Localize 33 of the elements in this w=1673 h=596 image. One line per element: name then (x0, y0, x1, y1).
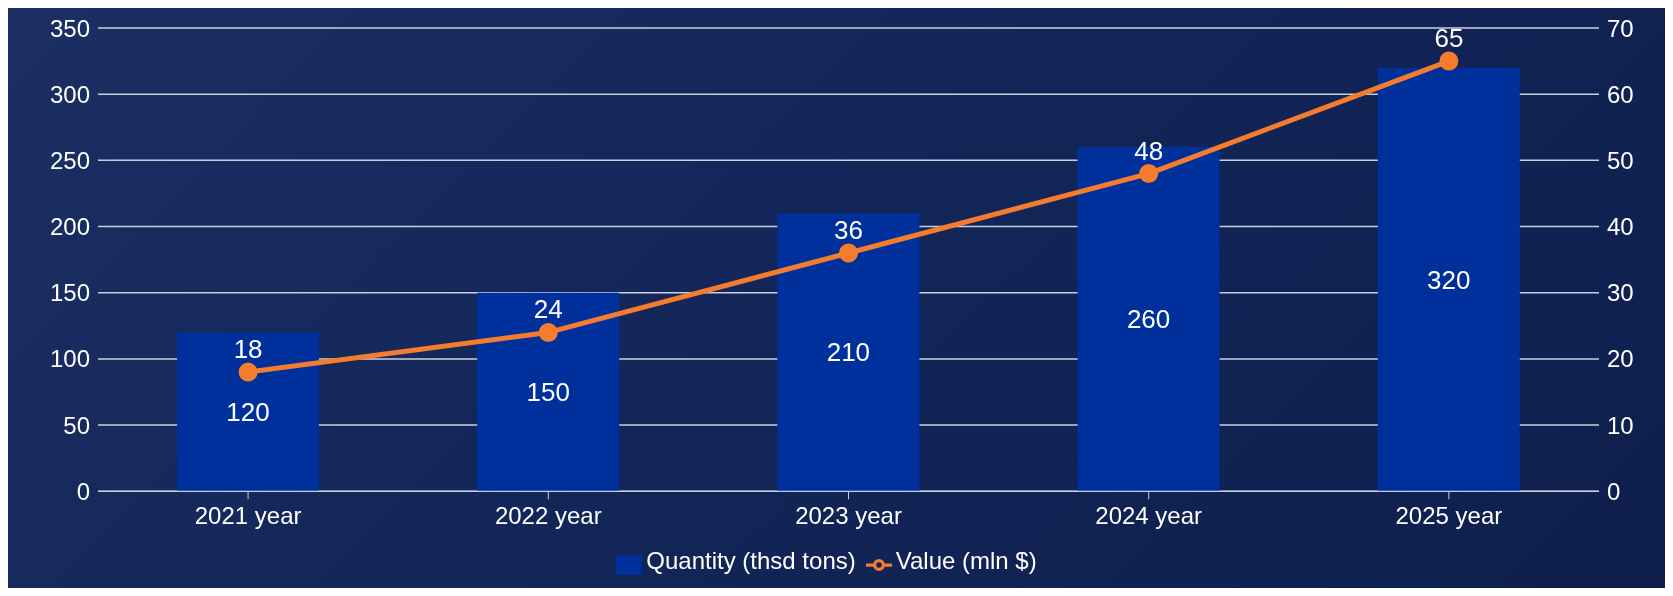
data-label: 150 (526, 377, 570, 408)
y2-tick-label: 50 (1607, 146, 1634, 174)
y2-tick-label: 0 (1607, 477, 1621, 505)
y-tick-label: 100 (49, 345, 90, 373)
y-tick-label: 300 (49, 80, 90, 108)
y2-tick-label: 10 (1607, 411, 1634, 439)
data-label: 210 (826, 337, 871, 368)
data-label: 320 (1427, 264, 1471, 295)
data-label: 65 (1434, 23, 1464, 54)
y2-tick-label: 40 (1607, 213, 1634, 241)
data-label: 24 (533, 294, 563, 325)
legend-label: Quantity (thsd tons) (646, 547, 856, 575)
data-label: 260 (1126, 304, 1171, 335)
data-label: 36 (834, 215, 863, 245)
x-tick-label: 2025 year (1395, 502, 1503, 530)
y2-tick-label: 30 (1607, 279, 1634, 307)
y-tick-label: 350 (49, 14, 90, 42)
data-label: 120 (226, 397, 270, 428)
x-tick-label: 2023 year (795, 502, 902, 530)
y-tick-label: 150 (49, 279, 90, 307)
y-tick-label: 200 (49, 213, 90, 241)
y-tick-label: 50 (63, 411, 90, 439)
x-tick-label: 2021 year (194, 502, 302, 530)
x-tick-label: 2022 year (494, 502, 602, 530)
y-tick-label: 250 (49, 146, 90, 174)
data-label: 18 (233, 334, 263, 365)
y2-tick-label: 70 (1607, 14, 1634, 42)
y2-tick-label: 60 (1607, 80, 1634, 108)
y-tick-label: 0 (76, 477, 90, 505)
data-label: 48 (1134, 135, 1164, 166)
x-tick-label: 2024 year (1095, 502, 1203, 530)
legend-label: Value (mln $) (895, 547, 1037, 575)
y2-tick-label: 20 (1607, 345, 1634, 373)
